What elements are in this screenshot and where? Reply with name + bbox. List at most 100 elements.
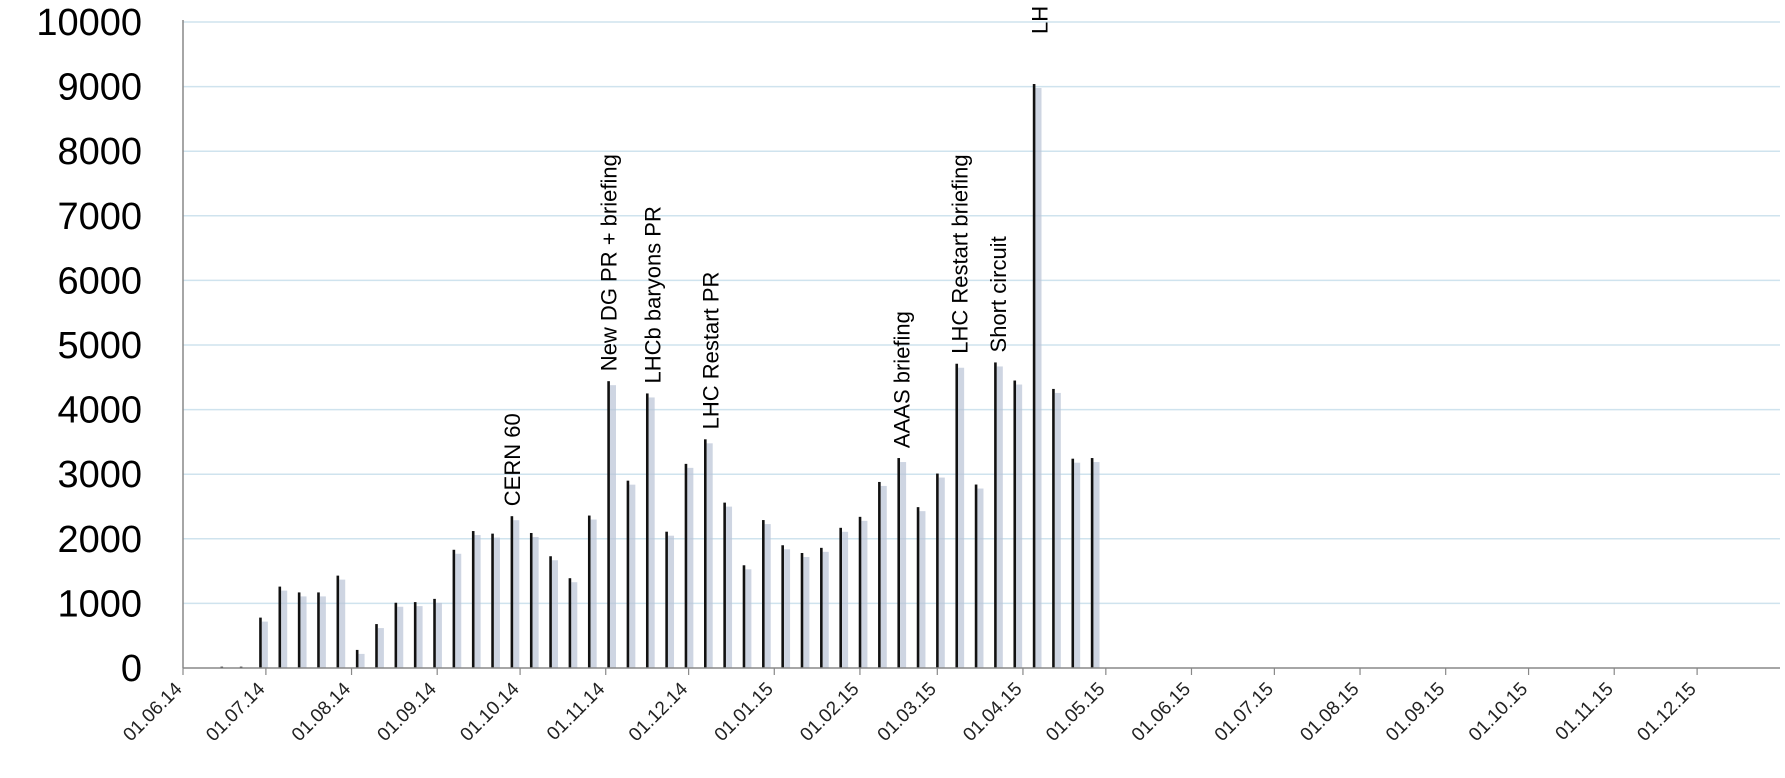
bar <box>297 592 301 668</box>
bar-shadow <box>377 628 384 668</box>
x-tick-label: 01.08.15 <box>1296 679 1363 746</box>
x-tick-label: 01.09.14 <box>374 678 441 745</box>
bar-shadow <box>319 596 326 668</box>
bar-shadow <box>590 519 597 668</box>
bar <box>529 532 533 668</box>
x-tick-label: 01.11.14 <box>543 678 609 744</box>
bar-shadow <box>300 596 307 668</box>
annotation-label: CERN 60 <box>500 413 525 506</box>
bar-shadow <box>1016 384 1023 668</box>
annotation-label: LHC Restart PR <box>699 272 724 430</box>
bar <box>607 381 610 668</box>
bar <box>1090 458 1094 668</box>
x-tick-label: 01.11.15 <box>1552 679 1618 745</box>
bar-shadow <box>668 535 675 668</box>
bar <box>433 598 436 668</box>
bar <box>1052 388 1055 668</box>
axes <box>182 20 1780 675</box>
y-axis-tick-labels: 0 1000 2000 3000 4000 5000 6000 7000 8000 9000 100… <box>36 2 142 690</box>
bar <box>723 502 726 668</box>
bar <box>839 527 842 668</box>
bar <box>587 515 591 668</box>
x-tick-label: 01.07.15 <box>1211 679 1278 746</box>
x-tick-label: 01.07.14 <box>202 678 269 745</box>
y-tick-label: 0 <box>121 648 142 690</box>
bar <box>820 547 823 668</box>
bar <box>684 463 688 668</box>
bar-series <box>220 84 1100 669</box>
bar <box>742 565 746 668</box>
x-tick-label: 01.08.14 <box>288 678 355 745</box>
bar-shadow <box>513 520 520 668</box>
bar <box>394 602 398 668</box>
bar <box>413 602 417 668</box>
x-tick-label: 01.05.15 <box>1042 679 1109 746</box>
annotation-label: Short circuit <box>986 236 1011 352</box>
bar-shadow <box>551 560 558 668</box>
bar-shadow <box>571 582 578 668</box>
bar <box>781 545 784 668</box>
annotation-label: LHC Restart briefing <box>947 154 972 353</box>
bar-shadow <box>474 535 481 668</box>
y-tick-label: 9000 <box>57 67 142 109</box>
bar <box>762 520 765 668</box>
bar-shadow <box>977 488 984 668</box>
annotation-label: LHCb baryons PR <box>641 206 666 383</box>
bar <box>626 480 630 668</box>
bar-shadow <box>455 553 462 668</box>
bar-shadow <box>880 485 887 668</box>
bar-shadow <box>1054 392 1061 668</box>
bar <box>665 531 668 668</box>
bar-shadow <box>609 385 616 668</box>
y-tick-label: 3000 <box>57 454 142 496</box>
bar-shadow <box>629 484 636 668</box>
bar <box>936 473 939 668</box>
bar-shadow <box>958 367 965 668</box>
y-tick-label: 4000 <box>57 390 142 432</box>
y-tick-label: 10000 <box>36 2 142 44</box>
bar <box>1032 84 1036 669</box>
bar-shadow <box>803 557 810 668</box>
bar <box>994 362 997 668</box>
bar <box>510 516 514 668</box>
x-tick-label: 01.09.15 <box>1382 679 1449 746</box>
bar-shadow <box>996 366 1003 668</box>
x-tick-label: 01.12.15 <box>1633 679 1700 746</box>
bar-shadow <box>416 606 423 668</box>
bar <box>259 617 262 668</box>
x-axis-tick-labels: 01.06.14 01.07.14 01.08.14 01.09.14 01.10.14… <box>119 678 1700 745</box>
x-tick-label: 01.10.14 <box>456 678 523 745</box>
bar <box>878 481 881 668</box>
bar <box>704 439 707 668</box>
bar <box>375 624 378 668</box>
x-tick-label: 01.03.15 <box>874 679 941 746</box>
bar <box>897 458 901 668</box>
bar <box>471 531 475 668</box>
bar <box>568 578 572 668</box>
bar <box>355 649 359 668</box>
bar <box>317 592 320 668</box>
y-tick-label: 8000 <box>57 131 142 173</box>
bar-shadow <box>745 569 752 668</box>
bar <box>974 484 978 668</box>
y-tick-label: 2000 <box>57 519 142 561</box>
bar-shadow <box>261 621 268 668</box>
x-tick-label: 01.02.15 <box>796 679 863 746</box>
bar <box>549 556 552 668</box>
y-tick-label: 6000 <box>57 260 142 302</box>
bar-shadow <box>784 549 791 668</box>
bar-shadow <box>339 579 346 668</box>
x-tick-label: 01.01.15 <box>711 679 778 746</box>
x-tick-label: 01.04.15 <box>959 679 1026 746</box>
bar <box>1013 380 1017 668</box>
bar-shadow <box>1074 462 1081 668</box>
bar <box>336 575 340 668</box>
bar-shadow <box>842 531 849 668</box>
event-annotations: CERN 60 New DG PR + briefing LHCb baryons … <box>500 6 1053 506</box>
bar-shadow <box>687 467 694 668</box>
bar-shadow <box>1035 88 1042 669</box>
bar-shadow <box>764 524 771 668</box>
x-tick-label: 01.10.15 <box>1465 679 1532 746</box>
bar-shadow <box>938 477 945 668</box>
